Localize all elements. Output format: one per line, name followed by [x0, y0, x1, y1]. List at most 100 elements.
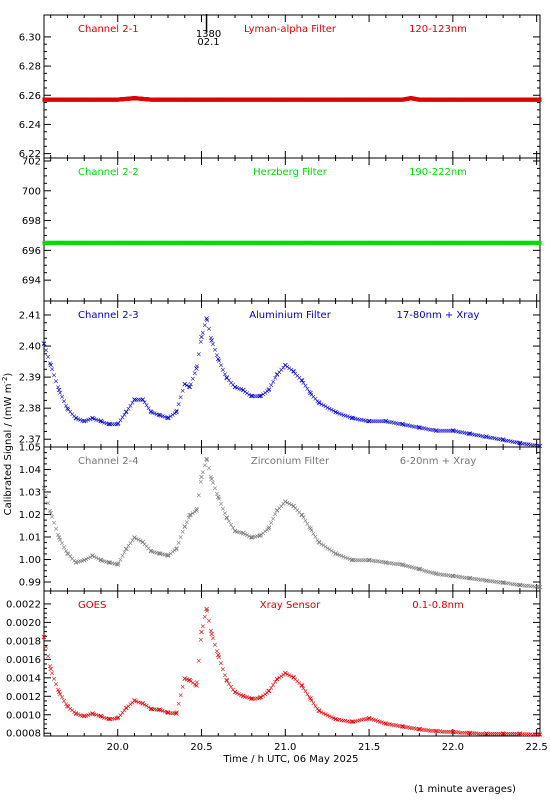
channel-label: Channel 2-3	[78, 310, 139, 321]
trace-mark: ×	[413, 423, 419, 431]
data-point: ×	[186, 511, 193, 520]
trace-mark: ×	[107, 715, 113, 723]
trace-mark: ×	[256, 694, 262, 702]
trace-mark: ×	[212, 485, 218, 493]
trace-mark: ×	[532, 731, 538, 739]
data-point: ×	[131, 395, 138, 404]
data-point: ×	[98, 417, 105, 426]
trace-mark: ×	[471, 431, 477, 439]
trace-mark: ×	[317, 539, 323, 547]
trace-mark: ×	[160, 707, 166, 715]
trace-mark: ×	[258, 531, 264, 539]
trace-mark: ×	[425, 425, 431, 433]
data-point: ×	[349, 556, 356, 565]
data-point	[367, 240, 371, 245]
trace-mark: ×	[258, 693, 264, 701]
data-point: ×	[416, 423, 423, 432]
trace-mark: ×	[144, 542, 150, 550]
data-point	[216, 97, 220, 102]
data-point: ×	[416, 725, 423, 734]
trace-mark: ×	[415, 424, 421, 432]
trace-mark: ×	[121, 706, 127, 714]
trace-mark: ×	[337, 716, 343, 724]
trace-mark: ×	[190, 509, 196, 517]
trace-mark: ×	[530, 731, 536, 739]
trace-mark: ×	[377, 718, 383, 726]
trace-mark: ×	[256, 532, 262, 540]
trace-mark: ×	[91, 415, 97, 423]
y-tick-label: 0.0010	[6, 710, 41, 721]
data-point: ×	[106, 420, 113, 429]
trace-mark: ×	[397, 561, 403, 569]
trace-mark: ×	[296, 680, 302, 688]
trace-mark: ×	[154, 410, 160, 418]
panel-3: 2.37 2.38 2.39 2.40 2.41 Channel 2-3 Aluminium…	[19, 300, 544, 450]
trace-mark: ×	[349, 414, 355, 422]
y-tick-label: 0.0016	[6, 655, 41, 666]
trace-mark: ×	[232, 527, 238, 535]
y-tick-label: 6.24	[19, 120, 41, 131]
trace-mark: ×	[71, 413, 77, 421]
panel-frame	[43, 14, 541, 159]
trace-mark: ×	[254, 695, 260, 703]
trace-mark: ×	[286, 671, 292, 679]
trace-mark: ×	[61, 398, 67, 406]
data-point: ×	[165, 551, 172, 560]
trace-mark: ×	[309, 527, 315, 535]
trace-mark: ×	[473, 730, 479, 738]
trace-mark: ×	[530, 441, 536, 449]
data-point: ×	[466, 574, 473, 583]
trace-mark: ×	[335, 716, 341, 724]
data-point: ×	[537, 441, 544, 450]
data-point	[283, 240, 287, 245]
trace-mark: ×	[264, 526, 270, 534]
trace-mark: ×	[377, 558, 383, 566]
trace-mark: ×	[477, 730, 483, 738]
data-point: ×	[290, 673, 297, 682]
trace-mark: ×	[331, 548, 337, 556]
trace-mark: ×	[288, 673, 294, 681]
trace-mark: ×	[524, 731, 530, 739]
trace-mark: ×	[278, 366, 284, 374]
data-point: ×	[315, 398, 322, 407]
channel-label: GOES	[78, 600, 106, 611]
trace-mark: ×	[498, 579, 504, 587]
data-point: ×	[257, 531, 264, 540]
data-point: ×	[232, 688, 239, 697]
chart-panels: 6.22 6.24 6.26 6.28 6.30 Channel 2-1 Lyman-alp…	[6, 14, 544, 740]
trace-mark: ×	[351, 718, 357, 726]
trace-mark: ×	[222, 672, 228, 680]
y-tick-label: 1.02	[19, 510, 41, 521]
trace-mark: ×	[148, 547, 154, 555]
data-point: ×	[56, 386, 63, 395]
data-point: ×	[332, 549, 339, 558]
data-point: ×	[106, 714, 113, 723]
panel-4: 0.99 1.00 1.01 1.02 1.03 1.04 1.05 Channel 2-4 Z…	[19, 443, 543, 592]
trace-mark: ×	[59, 393, 65, 401]
trace-mark: ×	[369, 715, 375, 723]
trace-mark: ×	[451, 728, 457, 736]
trace-mark: ×	[190, 679, 196, 687]
trace-mark: ×	[369, 418, 375, 426]
trace-mark: ×	[47, 507, 53, 515]
y-tick-label: 0.99	[19, 578, 41, 589]
trace-mark: ×	[496, 578, 502, 586]
trace-mark: ×	[333, 550, 339, 558]
y-axis-label-superscript: -2	[1, 377, 9, 384]
data-point: ×	[198, 628, 205, 637]
trace-mark: ×	[73, 415, 79, 423]
y-tick-label: 0.0018	[6, 636, 41, 647]
trace-mark: ×	[51, 519, 57, 527]
trace-mark: ×	[451, 427, 457, 435]
data-point: ×	[89, 551, 96, 560]
trace-mark: ×	[103, 714, 109, 722]
trace-mark: ×	[373, 557, 379, 565]
trace-mark: ×	[134, 698, 140, 706]
data-point: ×	[232, 382, 239, 391]
trace-mark: ×	[413, 725, 419, 733]
data-point: ×	[208, 336, 215, 345]
trace-mark: ×	[228, 683, 234, 691]
trace-mark: ×	[524, 440, 530, 448]
trace-mark: ×	[230, 686, 236, 694]
trace-mark: ×	[300, 684, 306, 692]
